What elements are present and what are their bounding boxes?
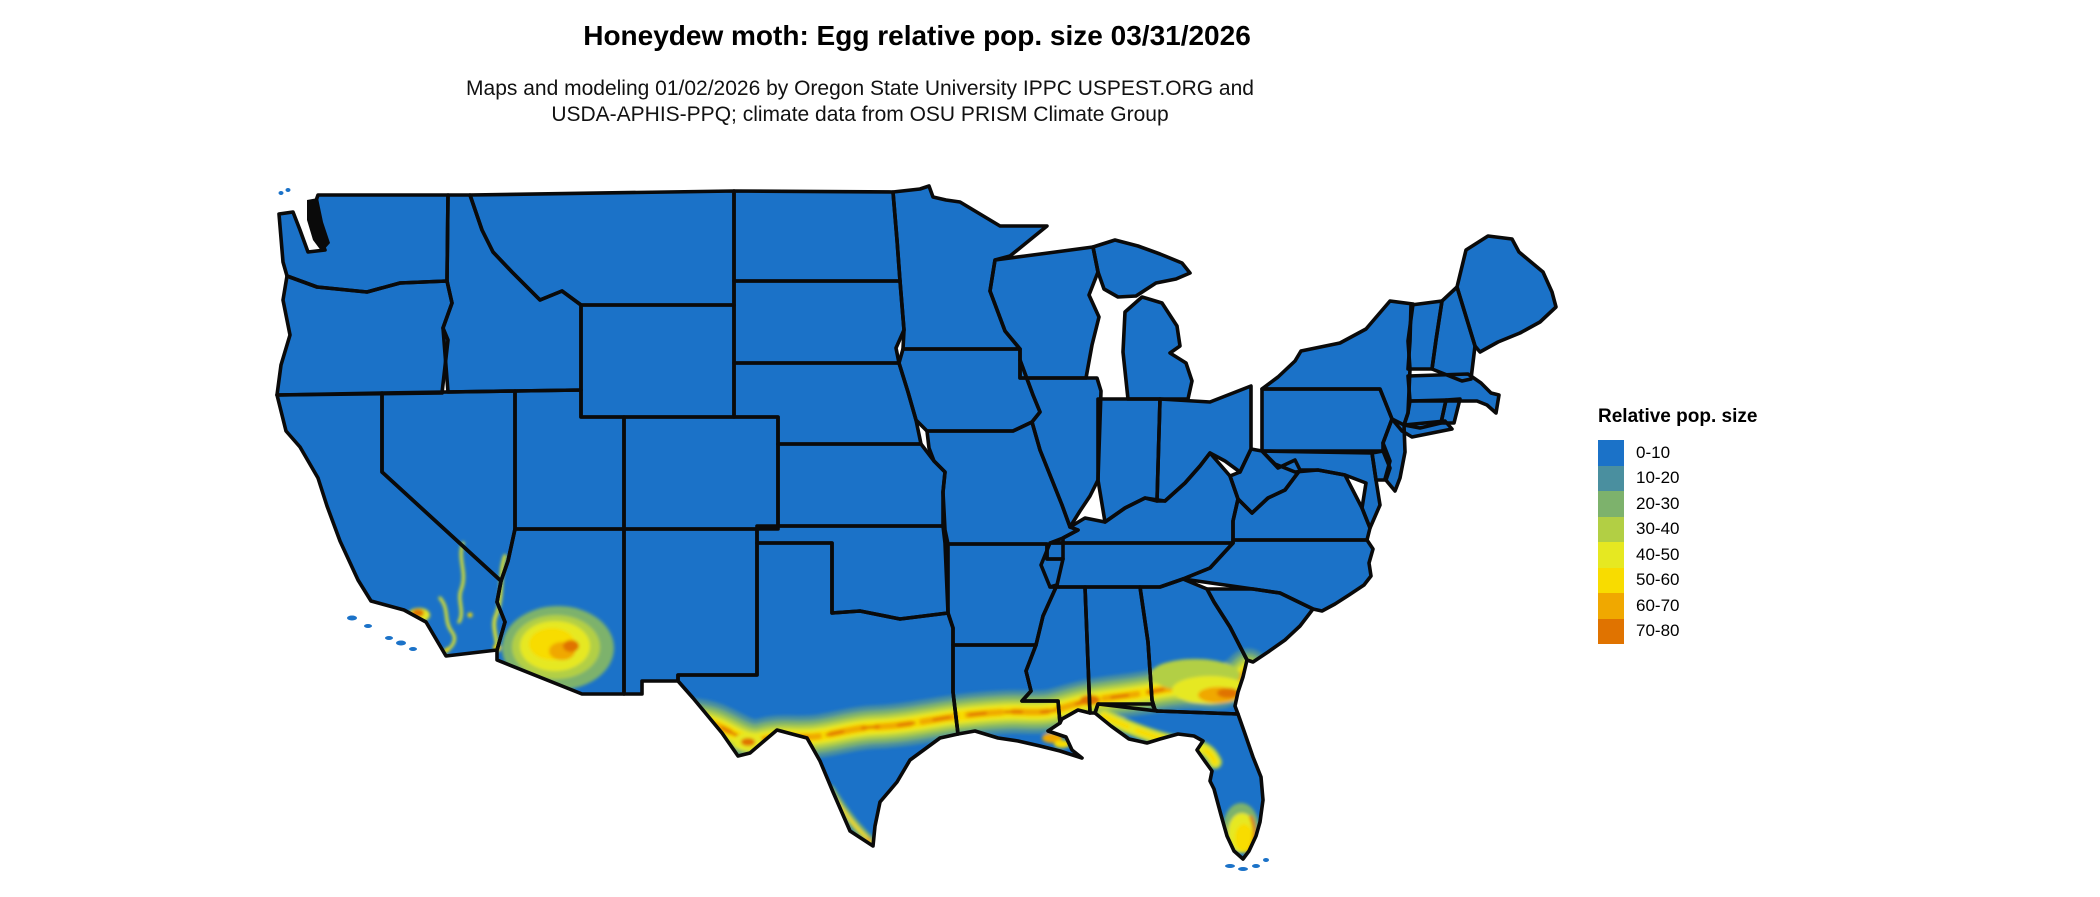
subtitle-line-1: Maps and modeling 01/02/2026 by Oregon S… (466, 77, 1254, 100)
legend-item: 40-50 (1598, 542, 1898, 568)
page-title: Honeydew moth: Egg relative pop. size 03… (583, 20, 1251, 51)
legend-swatch (1598, 567, 1624, 593)
legend-swatch (1598, 542, 1624, 568)
legend-label: 0-10 (1636, 442, 1671, 462)
legend-swatch (1598, 516, 1624, 542)
legend-label: 30-40 (1636, 519, 1680, 539)
legend-label: 10-20 (1636, 468, 1680, 488)
legend-item: 30-40 (1598, 516, 1898, 542)
legend-swatch (1598, 618, 1624, 644)
page-subtitle: Maps and modeling 01/02/2026 by Oregon S… (0, 76, 1720, 128)
subtitle-line-2: USDA-APHIS-PPQ; climate data from OSU PR… (551, 103, 1169, 126)
legend-item: 20-30 (1598, 491, 1898, 517)
legend-swatch (1598, 593, 1624, 619)
legend-swatch (1598, 440, 1624, 466)
legend-label: 50-60 (1636, 570, 1680, 590)
legend-swatch (1598, 465, 1624, 491)
legend-item: 60-70 (1598, 593, 1898, 619)
arizona-hotspot (408, 541, 614, 690)
state-fill-layer (277, 186, 1556, 871)
legend-swatch (1598, 491, 1624, 517)
legend-label: 70-80 (1636, 621, 1680, 641)
legend-item: 0-10 (1598, 440, 1898, 466)
islands (278, 188, 1269, 871)
legend-item: 70-80 (1598, 618, 1898, 644)
legend-label: 20-30 (1636, 493, 1680, 513)
legend: Relative pop. size 0-10 10-20 20-30 30-40 40… (1598, 406, 1898, 644)
legend-item: 50-60 (1598, 567, 1898, 593)
legend-label: 60-70 (1636, 595, 1680, 615)
legend-rows: 0-10 10-20 20-30 30-40 40-50 50-60 60-70 70-80 (1598, 440, 1898, 644)
puget-sound (307, 198, 330, 252)
legend-label: 40-50 (1636, 544, 1680, 564)
legend-title: Relative pop. size (1598, 406, 1758, 427)
legend-item: 10-20 (1598, 465, 1898, 491)
